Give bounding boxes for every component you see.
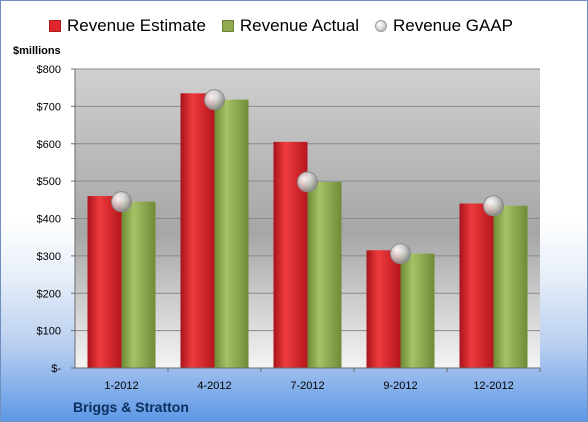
markers: [111, 89, 504, 265]
x-tick-label: 7-2012: [290, 380, 324, 392]
marker-revenue-gaap: [204, 89, 225, 111]
x-tick-label: 12-2012: [473, 380, 513, 392]
x-tick-label: 9-2012: [383, 380, 417, 392]
legend-swatch-actual: [221, 20, 234, 32]
bar-revenue-actual: [493, 205, 528, 368]
y-tick-label: $700: [37, 101, 61, 113]
bar-revenue-actual: [400, 253, 435, 368]
x-tick-label: 4-2012: [197, 380, 231, 392]
legend-item-actual: Revenue Actual: [221, 16, 359, 36]
marker-revenue-gaap: [297, 171, 318, 193]
legend-label-estimate: Revenue Estimate: [67, 16, 206, 35]
bar-revenue-estimate: [459, 203, 494, 368]
bar-revenue-actual: [307, 181, 342, 368]
legend-item-estimate: Revenue Estimate: [49, 16, 206, 36]
y-tick-label: $800: [37, 64, 61, 76]
legend-label-gaap: Revenue GAAP: [393, 16, 514, 35]
bar-revenue-actual: [121, 201, 156, 368]
bars: [87, 93, 528, 369]
y-tick-label: $500: [37, 176, 61, 188]
legend-swatch-estimate: [49, 20, 61, 32]
y-axis: $- $100 $200 $300 $400 $500 $600 $700 $800: [37, 64, 76, 375]
bar-revenue-actual: [214, 99, 249, 369]
marker-revenue-gaap: [390, 243, 411, 265]
marker-revenue-gaap: [111, 191, 132, 213]
bar-revenue-estimate: [366, 250, 401, 368]
legend: Revenue Estimate Revenue Actual Revenue …: [49, 16, 529, 36]
y-tick-label: $-: [51, 363, 61, 375]
y-tick-label: $200: [37, 288, 61, 300]
y-tick-label: $100: [37, 326, 61, 338]
legend-item-gaap: Revenue GAAP: [375, 16, 513, 36]
y-tick-label: $600: [37, 139, 61, 151]
legend-swatch-gaap: [375, 20, 387, 32]
y-tick-label: $400: [37, 214, 61, 226]
x-axis: 1-2012 4-2012 7-2012 9-2012 12-2012: [75, 367, 541, 392]
bar-revenue-estimate: [180, 93, 215, 368]
bar-revenue-estimate: [87, 196, 122, 368]
legend-label-actual: Revenue Actual: [239, 16, 359, 35]
marker-revenue-gaap: [483, 195, 504, 217]
x-tick-label: 1-2012: [104, 380, 138, 392]
company-name: Briggs & Stratton: [73, 399, 189, 415]
y-tick-label: $300: [37, 251, 61, 263]
y-unit-label: $millions: [13, 45, 61, 57]
